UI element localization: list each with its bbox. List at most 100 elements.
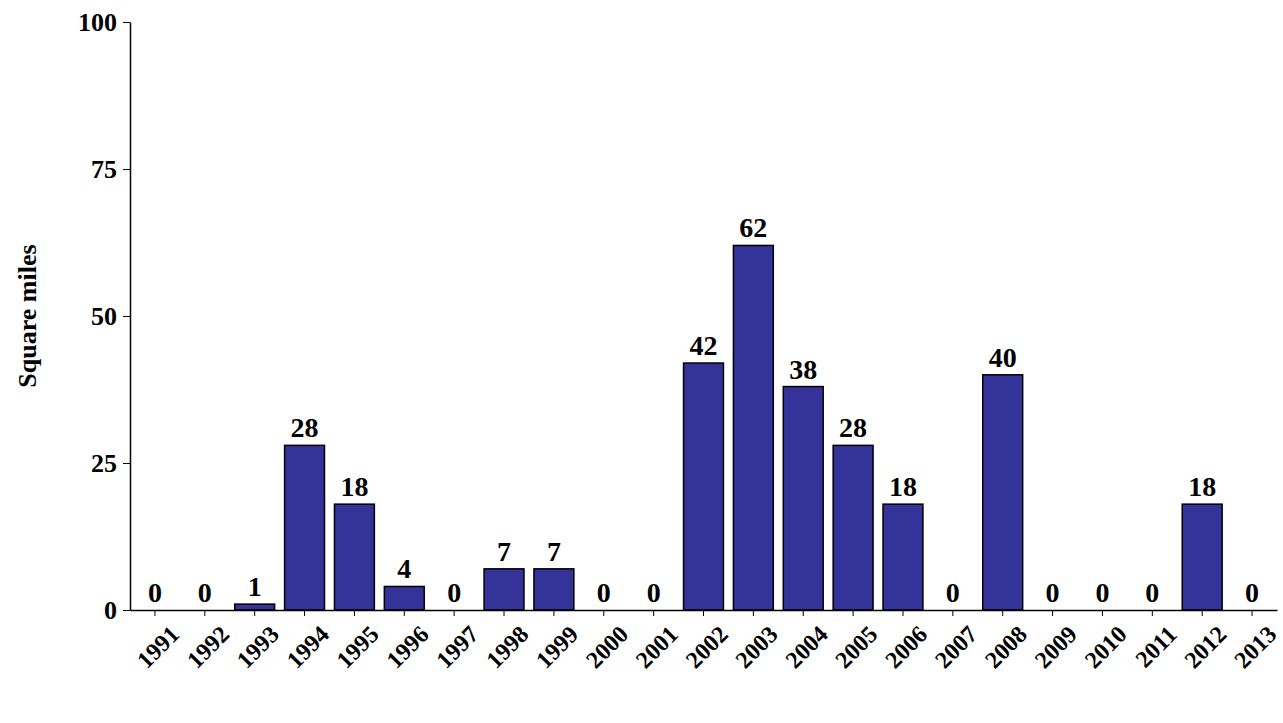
x-tick-mark xyxy=(603,610,604,616)
data-label: 18 xyxy=(889,471,917,502)
bar xyxy=(983,375,1023,610)
x-tick-label: 2003 xyxy=(730,621,782,673)
y-tick-mark xyxy=(123,316,130,317)
x-tick: 2004 xyxy=(780,610,832,673)
x-tick-mark xyxy=(1252,610,1253,616)
x-tick-mark xyxy=(454,610,455,616)
y-tick-mark xyxy=(123,22,130,23)
bars xyxy=(235,245,1222,610)
bar xyxy=(1182,504,1222,610)
x-tick: 2002 xyxy=(681,610,733,673)
x-tick-label: 1994 xyxy=(282,621,334,673)
x-tick-mark xyxy=(504,610,505,616)
data-label: 1 xyxy=(248,571,262,602)
x-tick-label: 1998 xyxy=(481,621,533,673)
x-tick: 2006 xyxy=(880,610,932,673)
bar xyxy=(733,245,773,610)
x-tick-mark xyxy=(1002,610,1003,616)
y-tick: 50 xyxy=(91,302,130,331)
x-tick: 1996 xyxy=(381,610,433,673)
x-tick-mark xyxy=(853,610,854,616)
bar xyxy=(285,445,325,610)
x-tick: 2007 xyxy=(930,610,982,673)
y-tick-mark xyxy=(123,463,130,464)
x-tick-mark xyxy=(1052,610,1053,616)
y-tick: 0 xyxy=(104,596,130,625)
x-tick-mark xyxy=(653,610,654,616)
data-label: 0 xyxy=(946,577,960,608)
bar xyxy=(384,586,424,610)
y-tick: 100 xyxy=(78,8,130,37)
x-tick: 2008 xyxy=(980,610,1032,673)
x-tick: 2011 xyxy=(1130,610,1181,672)
x-tick-label: 2005 xyxy=(830,621,882,673)
data-label: 38 xyxy=(789,354,817,385)
x-tick: 1994 xyxy=(282,610,334,673)
x-tick-mark xyxy=(154,610,155,616)
y-tick: 75 xyxy=(91,155,130,184)
data-label: 0 xyxy=(1046,577,1060,608)
x-tick-label: 1991 xyxy=(132,621,184,673)
x-tick: 1998 xyxy=(481,610,533,673)
data-label: 18 xyxy=(1188,471,1216,502)
x-tick-label: 2011 xyxy=(1130,621,1181,672)
x-tick: 2003 xyxy=(730,610,782,673)
x-tick-label: 2008 xyxy=(980,621,1032,673)
x-tick-mark xyxy=(553,610,554,616)
bar xyxy=(684,363,724,610)
x-tick: 1993 xyxy=(232,610,284,673)
y-axis: 0 25 50 75 100 xyxy=(78,8,131,625)
x-tick-mark xyxy=(703,610,704,616)
x-tick-mark xyxy=(404,610,405,616)
x-tick-mark xyxy=(1202,610,1203,616)
x-tick: 2005 xyxy=(830,610,882,673)
data-labels: 00128184077004262382818040000180 xyxy=(148,212,1259,608)
data-label: 0 xyxy=(447,577,461,608)
x-tick-label: 2007 xyxy=(930,621,982,673)
data-label: 0 xyxy=(1095,577,1109,608)
x-tick-mark xyxy=(902,610,903,616)
bar xyxy=(883,504,923,610)
y-tick-label: 25 xyxy=(91,449,117,478)
data-label: 0 xyxy=(148,577,162,608)
x-tick-label: 1995 xyxy=(331,621,383,673)
chart: 0255075100199119921993199419951996199719… xyxy=(0,0,1283,723)
x-tick-label: 1997 xyxy=(431,621,483,673)
bar xyxy=(235,604,275,610)
x-tick-label: 2013 xyxy=(1229,621,1281,673)
data-label: 7 xyxy=(547,536,561,567)
y-axis-title: Square miles xyxy=(13,244,42,387)
data-label: 40 xyxy=(989,342,1017,373)
data-label: 0 xyxy=(1145,577,1159,608)
bar xyxy=(334,504,374,610)
bar xyxy=(783,387,823,610)
bar xyxy=(484,569,524,610)
x-tick: 2010 xyxy=(1080,610,1132,673)
x-tick: 1991 xyxy=(132,610,184,673)
y-tick-mark xyxy=(123,610,130,611)
x-tick: 2000 xyxy=(581,610,633,673)
y-tick-label: 75 xyxy=(91,155,117,184)
data-label: 28 xyxy=(291,412,319,443)
x-tick-label: 2001 xyxy=(631,621,683,673)
x-tick-label: 2012 xyxy=(1179,621,1231,673)
x-tick-label: 2006 xyxy=(880,621,932,673)
bar xyxy=(534,569,574,610)
y-tick-label: 50 xyxy=(91,302,117,331)
y-tick: 25 xyxy=(91,449,130,478)
x-tick: 1997 xyxy=(431,610,483,673)
x-tick-label: 2000 xyxy=(581,621,633,673)
x-tick-mark xyxy=(952,610,953,616)
x-tick: 1999 xyxy=(531,610,583,673)
x-tick-mark xyxy=(204,610,205,616)
data-label: 0 xyxy=(1245,577,1259,608)
data-label: 28 xyxy=(839,412,867,443)
x-tick-label: 1992 xyxy=(182,621,234,673)
x-tick: 2013 xyxy=(1229,610,1281,673)
x-tick-label: 2002 xyxy=(681,621,733,673)
x-tick-mark xyxy=(1152,610,1153,616)
data-label: 0 xyxy=(198,577,212,608)
x-tick-mark xyxy=(254,610,255,616)
x-tick-mark xyxy=(354,610,355,616)
x-tick: 2001 xyxy=(631,610,683,673)
